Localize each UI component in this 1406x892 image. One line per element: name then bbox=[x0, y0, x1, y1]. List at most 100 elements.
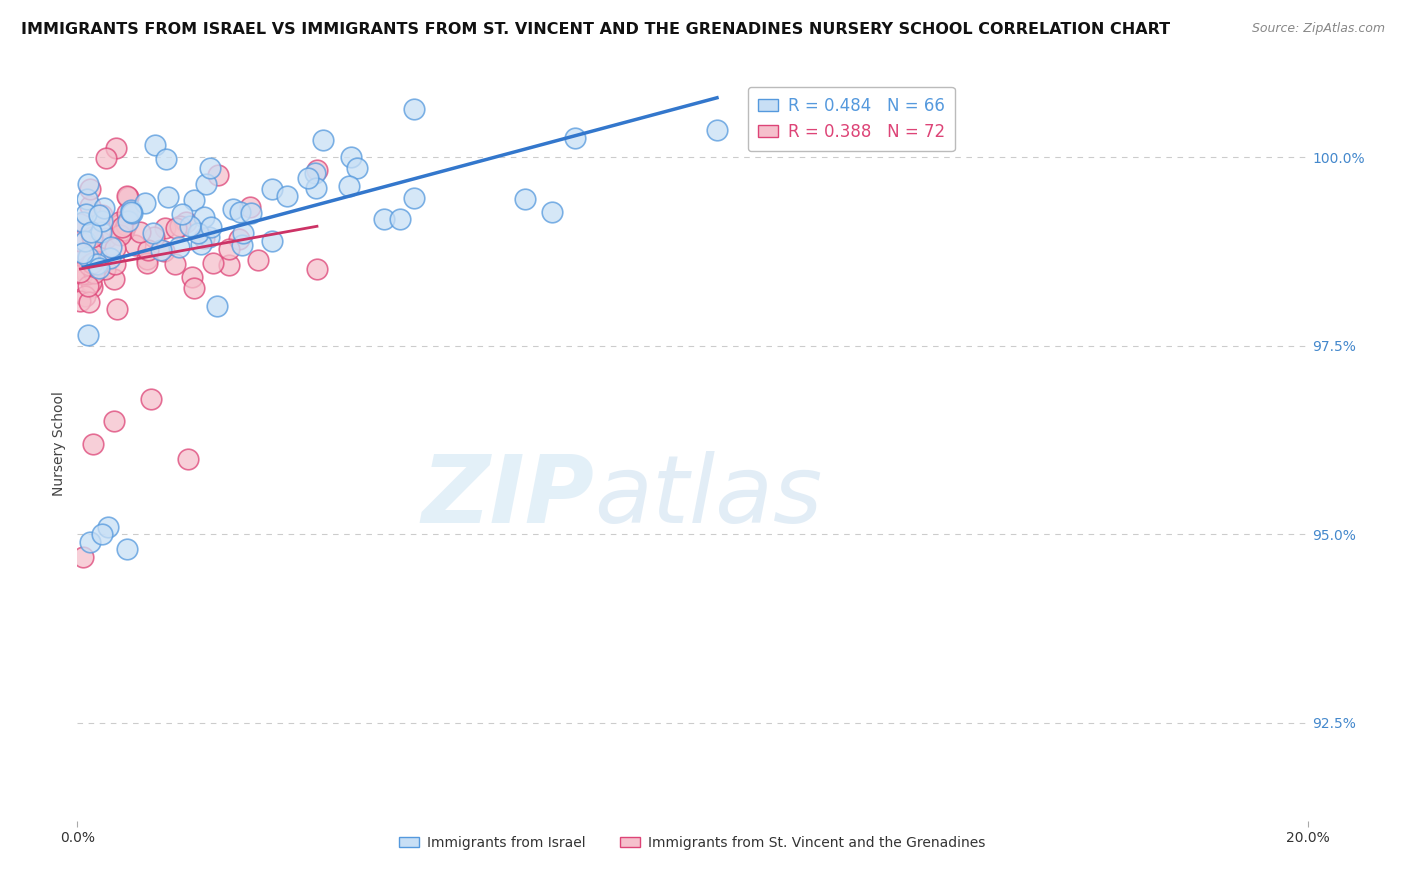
Point bbox=[169, 219, 191, 234]
Point bbox=[69, 293, 91, 308]
Point bbox=[77, 327, 100, 342]
Point bbox=[240, 205, 263, 219]
Point bbox=[174, 214, 197, 228]
Point bbox=[305, 181, 328, 195]
Point bbox=[153, 220, 176, 235]
Point bbox=[117, 212, 139, 227]
Point bbox=[228, 232, 250, 246]
Point bbox=[89, 240, 111, 254]
Point bbox=[79, 225, 101, 239]
Point bbox=[153, 244, 176, 258]
Point bbox=[231, 237, 253, 252]
Point bbox=[97, 519, 120, 533]
Point bbox=[179, 219, 201, 234]
Point bbox=[149, 243, 172, 257]
Point bbox=[115, 542, 138, 557]
Point bbox=[143, 230, 166, 244]
Point bbox=[187, 227, 209, 241]
Point bbox=[111, 219, 134, 234]
Point bbox=[79, 199, 101, 213]
Point bbox=[190, 236, 212, 251]
Point bbox=[218, 258, 240, 272]
Point bbox=[388, 212, 411, 227]
Point bbox=[75, 207, 97, 221]
Point bbox=[77, 250, 100, 264]
Point bbox=[110, 227, 132, 242]
Point bbox=[136, 243, 159, 257]
Point bbox=[207, 168, 229, 182]
Point bbox=[72, 245, 94, 260]
Point bbox=[72, 549, 94, 564]
Point bbox=[75, 288, 97, 302]
Point bbox=[75, 234, 97, 248]
Point bbox=[103, 414, 125, 428]
Point bbox=[304, 166, 326, 180]
Point bbox=[82, 256, 104, 270]
Point bbox=[69, 264, 91, 278]
Point bbox=[305, 261, 328, 276]
Text: Source: ZipAtlas.com: Source: ZipAtlas.com bbox=[1251, 22, 1385, 36]
Text: IMMIGRANTS FROM ISRAEL VS IMMIGRANTS FROM ST. VINCENT AND THE GRENADINES NURSERY: IMMIGRANTS FROM ISRAEL VS IMMIGRANTS FRO… bbox=[21, 22, 1170, 37]
Point bbox=[232, 226, 254, 240]
Point bbox=[82, 437, 104, 451]
Point bbox=[115, 206, 138, 220]
Point bbox=[80, 275, 103, 289]
Point bbox=[98, 252, 121, 266]
Point bbox=[115, 189, 138, 203]
Point bbox=[198, 229, 221, 244]
Point bbox=[155, 152, 177, 166]
Point bbox=[108, 214, 131, 228]
Point bbox=[239, 200, 262, 214]
Point bbox=[96, 152, 118, 166]
Point bbox=[87, 209, 110, 223]
Point bbox=[117, 190, 139, 204]
Point bbox=[120, 205, 142, 219]
Point bbox=[87, 258, 110, 272]
Point bbox=[90, 527, 114, 541]
Point bbox=[312, 133, 335, 147]
Point bbox=[193, 211, 215, 225]
Point bbox=[100, 240, 122, 254]
Point bbox=[297, 170, 319, 185]
Point bbox=[79, 182, 101, 196]
Point bbox=[201, 256, 224, 270]
Point bbox=[200, 219, 222, 234]
Point bbox=[70, 267, 93, 281]
Point bbox=[76, 252, 98, 266]
Point bbox=[142, 226, 165, 240]
Point bbox=[93, 201, 115, 215]
Point bbox=[141, 392, 163, 406]
Point bbox=[89, 261, 111, 276]
Point bbox=[156, 189, 179, 203]
Point bbox=[177, 451, 200, 466]
Point bbox=[262, 234, 284, 248]
Point bbox=[246, 253, 269, 268]
Point bbox=[108, 217, 131, 231]
Point bbox=[69, 217, 91, 231]
Point bbox=[103, 271, 125, 285]
Point bbox=[346, 161, 368, 175]
Point bbox=[515, 192, 537, 206]
Point bbox=[91, 208, 114, 222]
Point bbox=[165, 220, 187, 235]
Point bbox=[706, 123, 728, 137]
Point bbox=[260, 182, 283, 196]
Point bbox=[167, 239, 190, 253]
Point bbox=[93, 261, 115, 276]
Y-axis label: Nursery School: Nursery School bbox=[52, 392, 66, 496]
Point bbox=[105, 301, 128, 316]
Point bbox=[77, 294, 100, 309]
Point bbox=[541, 205, 564, 219]
Point bbox=[86, 257, 108, 271]
Point bbox=[340, 150, 363, 164]
Point bbox=[207, 299, 229, 313]
Point bbox=[104, 257, 127, 271]
Point bbox=[135, 256, 157, 270]
Point bbox=[222, 202, 245, 216]
Text: ZIP: ZIP bbox=[422, 450, 595, 542]
Point bbox=[77, 258, 100, 272]
Point bbox=[183, 280, 205, 294]
Point bbox=[115, 218, 138, 232]
Point bbox=[305, 163, 328, 178]
Point bbox=[76, 178, 98, 192]
